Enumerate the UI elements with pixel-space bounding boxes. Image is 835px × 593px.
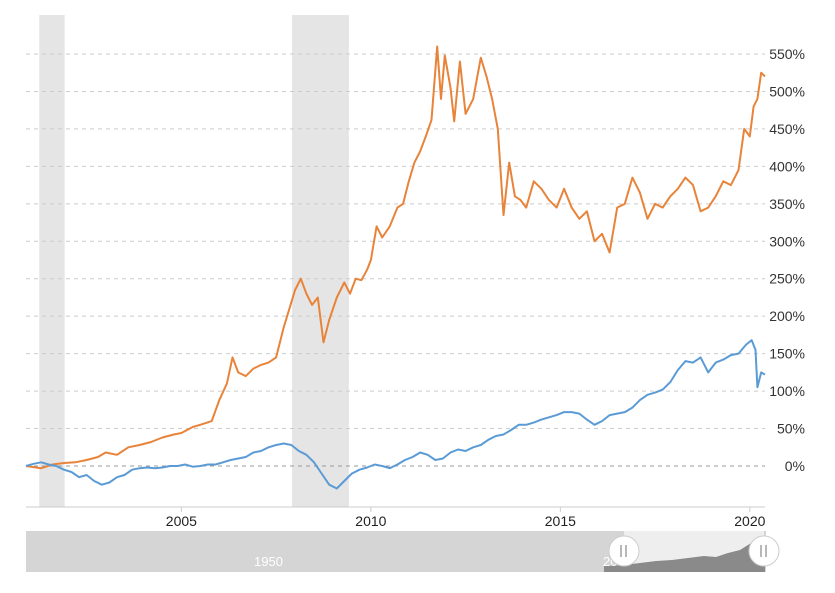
y-tick-label: 400% [769,158,805,174]
x-tick-label: 2005 [166,513,197,529]
y-tick-label: 100% [769,383,805,399]
x-tick-label: 2020 [734,513,765,529]
y-tick-label: 500% [769,83,805,99]
range-navigator[interactable]: 1950 20 [26,531,780,572]
y-axis-ticks: 0% 50% 100% 150% 200% 250% 300% 350% 400% 450% 500… [769,46,805,474]
y-tick-label: 50% [777,421,805,437]
recession-band-2 [292,15,349,507]
y-tick-label: 550% [769,46,805,62]
y-tick-label: 250% [769,271,805,287]
x-axis-ticks: 2005 2010 2015 2020 [166,507,766,529]
series-line-2 [25,339,766,490]
navigator-history-area [604,538,765,572]
x-tick-label: 2015 [545,513,576,529]
navigator-right-handle[interactable] [748,535,780,567]
y-tick-label: 200% [769,308,805,324]
series-line-1 [25,45,766,470]
y-tick-label: 0% [785,458,805,474]
recession-shading [39,15,349,507]
data-series [25,45,766,490]
navigator-year-label: 1950 [254,554,283,569]
recession-band-1 [39,15,65,507]
y-tick-label: 300% [769,233,805,249]
y-tick-label: 450% [769,121,805,137]
y-tick-label: 350% [769,196,805,212]
grid-lines [26,53,765,467]
x-tick-label: 2010 [355,513,386,529]
y-tick-label: 150% [769,346,805,362]
navigator-left-handle[interactable] [608,535,640,567]
